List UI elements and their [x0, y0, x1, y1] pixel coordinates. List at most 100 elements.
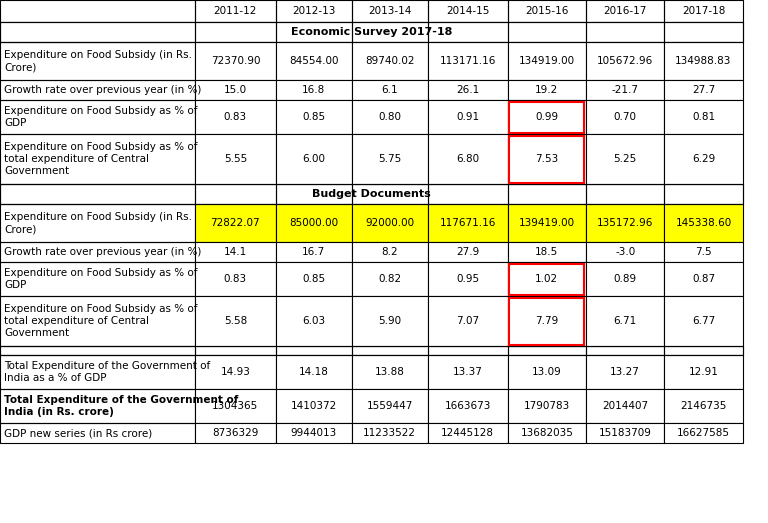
Bar	[509, 135, 584, 183]
Bar	[0, 423, 195, 443]
Bar	[352, 346, 428, 355]
Text: 0.87: 0.87	[692, 274, 715, 284]
Text: Expenditure on Food Subsidy as % of: Expenditure on Food Subsidy as % of	[4, 268, 197, 278]
Text: 8.2: 8.2	[382, 247, 398, 257]
Bar	[0, 262, 195, 296]
Bar	[352, 22, 428, 42]
Bar	[0, 204, 195, 242]
Bar	[586, 262, 664, 296]
Text: 8736329: 8736329	[212, 428, 259, 438]
Text: 16627585: 16627585	[677, 428, 730, 438]
Bar	[428, 296, 508, 346]
Bar	[195, 355, 276, 389]
Text: 12.91: 12.91	[689, 367, 718, 377]
Bar	[664, 355, 743, 389]
Text: 18.5: 18.5	[535, 247, 558, 257]
Text: 135172.96: 135172.96	[597, 218, 654, 228]
Text: 2016-17: 2016-17	[604, 6, 647, 16]
Bar	[352, 0, 428, 22]
Bar	[508, 242, 586, 262]
Bar	[508, 346, 586, 355]
Text: India (in Rs. crore): India (in Rs. crore)	[4, 407, 114, 417]
Text: Crore): Crore)	[4, 224, 36, 234]
Bar	[352, 42, 428, 80]
Bar	[352, 100, 428, 134]
Text: 27.9: 27.9	[456, 247, 479, 257]
Bar	[586, 242, 664, 262]
Text: 15183709: 15183709	[599, 428, 651, 438]
Bar	[509, 298, 584, 345]
Text: India as a % of GDP: India as a % of GDP	[4, 373, 107, 383]
Text: 13.88: 13.88	[375, 367, 405, 377]
Bar	[428, 242, 508, 262]
Bar	[352, 296, 428, 346]
Text: 11233522: 11233522	[363, 428, 416, 438]
Text: Growth rate over previous year (in %): Growth rate over previous year (in %)	[4, 85, 201, 95]
Text: Crore): Crore)	[4, 62, 36, 72]
Bar	[428, 204, 508, 242]
Bar	[0, 346, 743, 355]
Text: 5.90: 5.90	[378, 316, 402, 326]
Bar	[352, 262, 428, 296]
Bar	[352, 355, 428, 389]
Bar	[508, 296, 586, 346]
Bar	[195, 0, 276, 22]
Bar	[195, 80, 276, 100]
Bar	[586, 355, 664, 389]
Text: 2011-12: 2011-12	[214, 6, 257, 16]
Text: 1304365: 1304365	[212, 401, 259, 411]
Bar	[586, 204, 664, 242]
Bar	[276, 204, 352, 242]
Bar	[0, 389, 195, 423]
Text: 6.29: 6.29	[692, 154, 715, 164]
Bar	[0, 100, 195, 134]
Text: -21.7: -21.7	[611, 85, 639, 95]
Text: 72370.90: 72370.90	[210, 56, 260, 66]
Bar	[276, 184, 352, 204]
Text: 13.27: 13.27	[611, 367, 640, 377]
Bar	[352, 184, 428, 204]
Bar	[276, 22, 352, 42]
Bar	[508, 22, 586, 42]
Bar	[0, 22, 743, 42]
Bar	[586, 42, 664, 80]
Text: 0.83: 0.83	[223, 112, 247, 122]
Text: 1410372: 1410372	[290, 401, 337, 411]
Text: 134988.83: 134988.83	[675, 56, 732, 66]
Bar	[0, 184, 743, 204]
Bar	[508, 204, 586, 242]
Bar	[195, 22, 276, 42]
Bar	[0, 355, 195, 389]
Bar	[0, 0, 195, 22]
Text: 26.1: 26.1	[456, 85, 479, 95]
Text: 2017-18: 2017-18	[682, 6, 725, 16]
Text: 1790783: 1790783	[524, 401, 570, 411]
Bar	[664, 389, 743, 423]
Text: 14.18: 14.18	[299, 367, 329, 377]
Bar	[276, 296, 352, 346]
Bar	[276, 80, 352, 100]
Bar	[664, 22, 743, 42]
Bar	[0, 296, 195, 346]
Text: 0.95: 0.95	[456, 274, 479, 284]
Text: 13682035: 13682035	[521, 428, 573, 438]
Text: Expenditure on Food Subsidy (in Rs.: Expenditure on Food Subsidy (in Rs.	[4, 50, 192, 60]
Bar	[195, 42, 276, 80]
Bar	[664, 100, 743, 134]
Bar	[0, 22, 195, 42]
Text: 105672.96: 105672.96	[597, 56, 654, 66]
Bar	[276, 389, 352, 423]
Text: 13.37: 13.37	[453, 367, 482, 377]
Text: Expenditure on Food Subsidy as % of: Expenditure on Food Subsidy as % of	[4, 106, 197, 116]
Bar	[276, 262, 352, 296]
Bar	[195, 423, 276, 443]
Bar	[664, 184, 743, 204]
Bar	[0, 134, 195, 184]
Text: 85000.00: 85000.00	[290, 218, 338, 228]
Text: 16.8: 16.8	[302, 85, 326, 95]
Bar	[195, 389, 276, 423]
Text: 1.02: 1.02	[535, 274, 558, 284]
Text: total expenditure of Central: total expenditure of Central	[4, 316, 149, 326]
Text: 14.1: 14.1	[223, 247, 247, 257]
Text: 9944013: 9944013	[290, 428, 337, 438]
